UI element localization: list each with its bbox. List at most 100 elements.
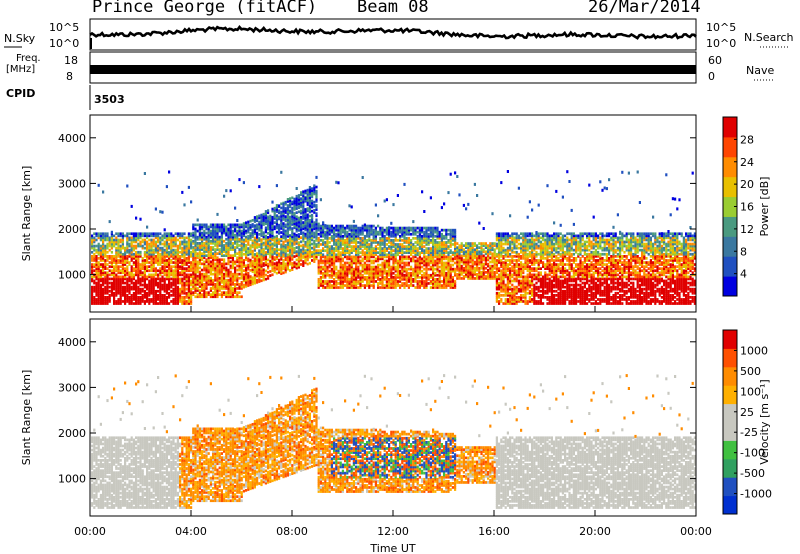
power-cell <box>174 289 177 293</box>
power-cell <box>333 247 336 250</box>
power-cell <box>187 294 190 297</box>
power-cell <box>124 261 127 264</box>
power-cell <box>99 248 102 252</box>
power-cell <box>152 252 155 256</box>
power-cell <box>225 272 228 276</box>
power-cell <box>194 246 197 249</box>
power-cell <box>392 239 395 242</box>
power-cell <box>317 237 320 240</box>
power-cell <box>201 244 204 247</box>
power-cell <box>154 289 157 293</box>
power-cell <box>148 232 151 236</box>
power-cell <box>273 262 276 265</box>
power-cell <box>190 283 193 287</box>
power-cell <box>487 262 490 266</box>
power-cell <box>128 261 131 264</box>
power-cell <box>179 244 182 248</box>
power-cell <box>163 242 166 246</box>
power-cell <box>300 191 303 194</box>
power-cell <box>454 267 457 271</box>
power-cell <box>212 254 215 257</box>
power-cell <box>399 234 402 238</box>
power-cell <box>168 296 171 299</box>
power-cell <box>113 273 116 277</box>
power-cell <box>196 262 199 266</box>
power-cell <box>280 262 283 265</box>
power-cell <box>187 250 190 254</box>
power-cell <box>198 283 201 286</box>
power-cell <box>102 287 105 291</box>
nsky-panel-frame <box>89 18 697 51</box>
power-cell <box>218 248 221 251</box>
power-cell <box>194 291 197 294</box>
power-cell <box>205 278 208 282</box>
power-cell <box>203 256 206 260</box>
power-cell <box>319 265 322 269</box>
power-cell <box>183 203 186 207</box>
power-cell <box>165 238 168 242</box>
power-cell <box>163 267 166 270</box>
power-cell <box>454 228 457 232</box>
power-cell <box>198 244 201 247</box>
power-cell <box>311 242 314 246</box>
power-cell <box>115 287 118 291</box>
power-cell <box>152 255 155 258</box>
power-cell <box>192 274 195 278</box>
power-cell <box>102 255 105 258</box>
power-cell <box>99 287 102 291</box>
power-cell <box>97 283 100 287</box>
power-cell <box>126 238 129 242</box>
power-cell <box>117 265 120 268</box>
power-cell <box>157 294 160 297</box>
power-cell <box>300 248 303 252</box>
power-cell <box>102 242 105 246</box>
power-cell <box>143 255 146 258</box>
power-cell <box>148 248 151 252</box>
power-cell <box>148 273 151 277</box>
power-cell <box>194 274 197 278</box>
power-cell <box>181 265 184 268</box>
power-cell <box>220 270 223 274</box>
power-cell <box>135 252 138 256</box>
power-cell <box>106 236 109 240</box>
power-cell <box>135 283 138 287</box>
power-cell <box>212 225 215 229</box>
power-cell <box>344 261 347 265</box>
power-cell <box>225 270 228 274</box>
power-cell <box>214 256 217 260</box>
power-cell <box>484 271 487 274</box>
power-cell <box>172 234 175 238</box>
power-cell <box>139 240 142 244</box>
power-cell <box>185 281 188 285</box>
power-cell <box>434 226 437 230</box>
power-cell <box>216 291 219 294</box>
power-cell <box>495 232 498 236</box>
power-cell <box>174 273 177 277</box>
power-cell <box>139 263 142 266</box>
power-cell <box>124 300 127 303</box>
power-cell <box>357 226 360 230</box>
power-cell <box>326 224 329 228</box>
power-cell <box>124 252 127 256</box>
power-cell <box>91 289 94 293</box>
power-cell <box>143 296 146 299</box>
power-cell <box>201 254 204 257</box>
power-cell <box>170 252 173 256</box>
power-cell <box>181 252 184 256</box>
power-cell <box>91 255 94 258</box>
power-cell <box>126 184 129 188</box>
power-cell <box>104 236 107 240</box>
power-cell <box>168 267 171 270</box>
power-cell <box>245 264 248 268</box>
power-cell <box>267 275 270 278</box>
power-cell <box>212 237 215 241</box>
power-cell <box>146 300 149 303</box>
power-cell <box>258 243 261 246</box>
power-cell <box>247 247 250 250</box>
power-cell <box>102 190 105 194</box>
power-cell <box>148 265 151 268</box>
power-cell <box>289 269 292 272</box>
power-cell <box>183 300 186 303</box>
power-cell <box>128 277 131 281</box>
power-cell <box>174 242 177 246</box>
